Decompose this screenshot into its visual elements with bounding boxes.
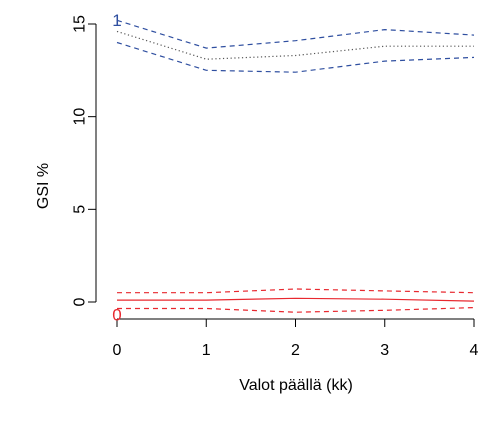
- y-axis-label: GSI %: [35, 163, 52, 209]
- y-tick-label: 0: [72, 297, 89, 306]
- x-axis-label: Valot päällä (kk): [239, 377, 353, 394]
- axes: 0 5 10 15 0 1 2 3 4: [72, 15, 479, 359]
- series-line-5: [117, 307, 475, 313]
- series-marker-label: 1: [112, 11, 121, 30]
- series-line-3: [117, 288, 475, 294]
- series-line-0: [116, 19, 475, 49]
- series-line-1: [116, 30, 474, 60]
- series-line-4: [117, 297, 475, 302]
- series-marker-label: 0: [112, 306, 121, 325]
- x-tick-label: 2: [291, 342, 300, 359]
- x-tick-label: 4: [470, 342, 479, 359]
- series-line-2: [116, 41, 475, 73]
- y-tick-label: 5: [72, 205, 89, 214]
- series-layer: [116, 19, 475, 313]
- y-tick-label: 15: [72, 15, 89, 33]
- x-tick-label: 1: [202, 342, 211, 359]
- labels-layer: 10: [112, 11, 121, 325]
- x-tick-label: 3: [380, 342, 389, 359]
- x-tick-label: 0: [113, 342, 122, 359]
- y-tick-label: 10: [72, 108, 89, 126]
